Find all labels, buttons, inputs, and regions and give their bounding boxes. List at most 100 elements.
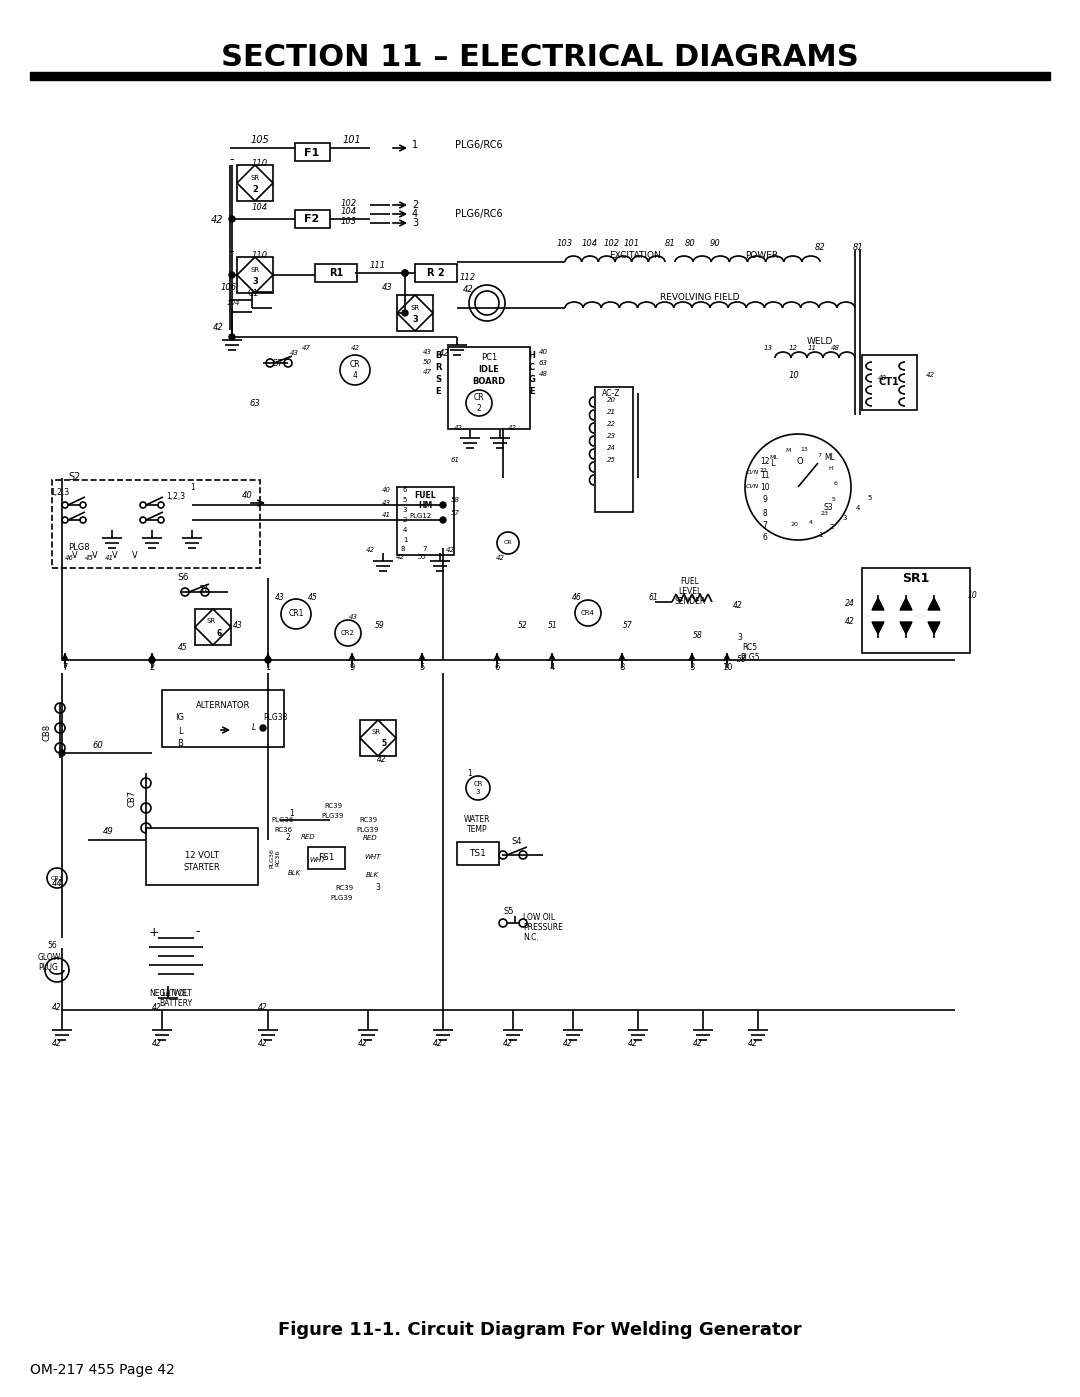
Text: BLK: BLK (365, 872, 379, 877)
Text: 5: 5 (381, 739, 387, 749)
Circle shape (340, 355, 370, 386)
Circle shape (80, 502, 86, 509)
Text: 42: 42 (52, 1038, 62, 1048)
Text: 42: 42 (433, 1038, 443, 1048)
Circle shape (55, 724, 65, 733)
Circle shape (519, 919, 527, 928)
Text: 50: 50 (422, 359, 432, 365)
Text: 47: 47 (301, 345, 311, 351)
Text: 3: 3 (403, 507, 407, 513)
Text: TEMP: TEMP (467, 826, 487, 834)
Circle shape (497, 532, 519, 555)
Text: RC39: RC39 (359, 817, 377, 823)
Text: PC1: PC1 (481, 353, 497, 362)
Text: SR: SR (410, 305, 419, 312)
Text: C: C (529, 362, 535, 372)
Text: SR: SR (372, 729, 380, 735)
Text: 20: 20 (791, 522, 798, 527)
Text: 8: 8 (401, 546, 405, 552)
Text: E: E (529, 387, 535, 395)
Text: 8: 8 (619, 664, 624, 672)
Text: HM: HM (418, 502, 432, 510)
Text: 4: 4 (550, 664, 555, 672)
Bar (315, 264, 357, 282)
Text: 1: 1 (266, 664, 271, 672)
Text: 41: 41 (105, 555, 113, 562)
Text: S: S (435, 374, 441, 384)
Circle shape (229, 272, 235, 278)
Text: 10: 10 (760, 483, 770, 493)
Text: 23: 23 (607, 433, 616, 439)
Text: SR: SR (251, 267, 259, 272)
Text: WELD: WELD (807, 338, 833, 346)
Text: 103: 103 (341, 218, 357, 226)
Text: H: H (528, 351, 536, 359)
Text: 24: 24 (607, 446, 616, 451)
Text: 42: 42 (733, 602, 743, 610)
Text: NEGATIVE: NEGATIVE (149, 989, 187, 997)
Text: POWER: POWER (745, 250, 779, 260)
Text: 5: 5 (868, 495, 873, 502)
Text: 42: 42 (152, 1003, 162, 1013)
Circle shape (62, 502, 68, 509)
Circle shape (141, 803, 151, 813)
Bar (295, 210, 330, 228)
Polygon shape (872, 598, 885, 610)
Text: PLUG: PLUG (38, 964, 58, 972)
Bar (237, 165, 273, 201)
Text: 51: 51 (549, 620, 558, 630)
Circle shape (465, 775, 490, 800)
Text: 106: 106 (221, 282, 238, 292)
Text: WHT: WHT (310, 856, 326, 863)
Circle shape (158, 502, 164, 509)
Text: 43: 43 (381, 282, 392, 292)
Text: PLG6/RC6: PLG6/RC6 (455, 210, 502, 219)
Text: L: L (178, 726, 183, 735)
Text: 1: 1 (191, 482, 195, 492)
Circle shape (440, 517, 446, 522)
Text: CR
2: CR 2 (474, 394, 484, 412)
Text: 1: 1 (403, 536, 407, 543)
Circle shape (499, 919, 507, 928)
Text: 3: 3 (689, 664, 694, 672)
Text: -: - (230, 154, 234, 166)
Text: 56: 56 (48, 940, 57, 950)
Text: 2: 2 (403, 517, 407, 522)
Text: V: V (92, 552, 98, 560)
Text: S7: S7 (272, 359, 283, 367)
Text: PLG39: PLG39 (322, 813, 345, 819)
Text: 112: 112 (460, 272, 476, 282)
Text: 43: 43 (233, 620, 243, 630)
Text: SENDER: SENDER (674, 598, 705, 606)
Text: 42: 42 (508, 425, 516, 432)
Text: 21: 21 (607, 409, 616, 415)
Text: 110: 110 (252, 250, 268, 260)
Circle shape (465, 390, 492, 416)
Text: 7: 7 (63, 664, 68, 672)
Text: PLG39: PLG39 (330, 895, 353, 901)
Circle shape (745, 434, 851, 541)
Circle shape (402, 270, 408, 277)
Text: -: - (230, 246, 234, 258)
Text: ML: ML (824, 453, 836, 461)
Text: 11: 11 (760, 472, 770, 481)
Circle shape (55, 703, 65, 712)
Text: STARTER: STARTER (184, 863, 220, 873)
Text: 90: 90 (710, 239, 720, 247)
Circle shape (440, 517, 446, 522)
Text: 42: 42 (365, 548, 375, 553)
Text: 25: 25 (607, 457, 616, 462)
Text: FS1: FS1 (318, 854, 334, 862)
Text: 42: 42 (152, 1038, 162, 1048)
Text: 43: 43 (289, 351, 298, 356)
Text: CB8: CB8 (42, 724, 52, 740)
Text: 3: 3 (376, 883, 380, 893)
Text: 42: 42 (395, 555, 405, 560)
Text: 60: 60 (93, 742, 104, 750)
Text: LOW OIL: LOW OIL (523, 912, 555, 922)
Text: 3: 3 (413, 316, 418, 324)
Text: SR1: SR1 (902, 571, 930, 584)
Polygon shape (900, 622, 912, 634)
Text: 42: 42 (438, 349, 449, 359)
Text: 1: 1 (289, 809, 295, 817)
